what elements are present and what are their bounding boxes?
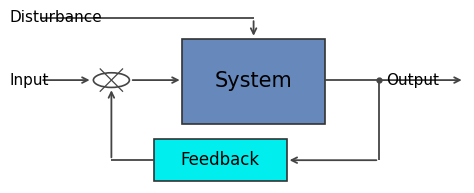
Text: Input: Input (9, 73, 49, 88)
Text: Disturbance: Disturbance (9, 10, 102, 25)
Text: Feedback: Feedback (181, 151, 260, 169)
Text: Output: Output (386, 73, 439, 88)
FancyBboxPatch shape (182, 39, 325, 124)
FancyBboxPatch shape (154, 139, 287, 181)
Text: System: System (215, 71, 292, 91)
